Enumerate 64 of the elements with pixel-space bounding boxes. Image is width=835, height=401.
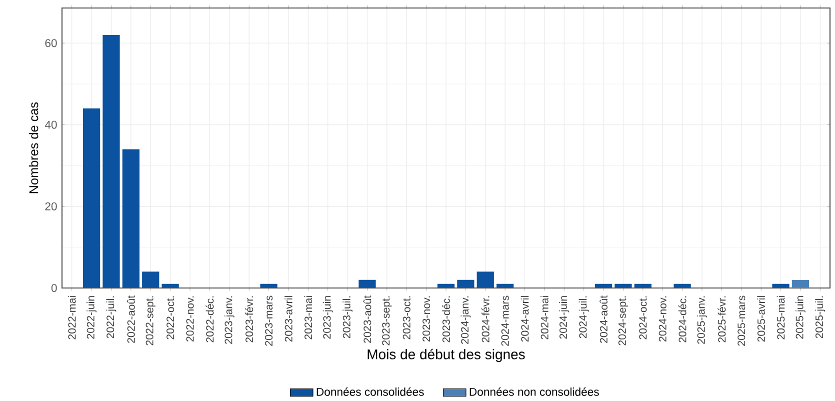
bar [594,284,612,288]
x-tick-label: 2023-nov. [422,296,430,342]
bar [122,149,140,288]
x-tick-label: 2023-juil. [342,296,353,338]
x-tick-label: 2022-mai [68,296,76,340]
x-tick-label: 2023-mai [304,296,312,340]
x-tick-label: 2023-déc. [442,296,450,342]
x-tick-label: 2025-avril [757,296,765,342]
bar [260,284,278,288]
bar [437,284,455,288]
x-axis-title: Mois de début des signes [368,348,525,362]
bar [496,284,514,288]
x-tick-label: 2022-oct. [166,296,174,340]
bar [102,34,120,288]
x-tick-label: 2024-janv. [460,296,471,344]
x-tick-label: 2022-nov. [186,296,194,342]
x-tick-label: 2024-oct. [639,296,647,340]
x-tick-label: 2024-nov. [658,296,666,342]
bar [358,280,376,288]
x-tick-label: 2024-déc. [678,296,686,342]
bar [82,108,100,288]
x-tick-label: 2025-févr. [718,296,726,342]
y-tick-label: 40 [44,120,57,129]
y-tick-label: 20 [45,202,57,210]
x-tick-label: 2022-sept. [146,296,156,346]
bar [614,284,632,288]
x-tick-label: 2023-avril [284,296,292,342]
x-tick-label: 2025-mars [738,296,746,346]
x-tick-label: 2024-févr. [481,296,490,342]
x-tick-label: 2023-août [363,295,372,343]
bar [772,284,790,288]
legend-label: Données consolidées [316,387,424,396]
x-tick-label: 2022-déc. [206,296,214,342]
x-tick-label: 2024-août [600,295,608,343]
x-tick-label: 2025-juil. [815,296,826,338]
x-tick-label: 2023-oct. [402,296,410,340]
x-tick-label: 2022-août [127,295,135,343]
x-tick-label: 2024-mai [540,296,548,340]
legend-label: Données non consolidées [470,387,599,396]
bar [457,280,474,288]
bar [142,272,160,288]
bar [476,272,494,288]
x-tick-label: 2025-janv. [697,296,707,344]
bar [634,284,652,288]
y-tick-label: 0 [51,284,57,292]
x-tick-label: 2023-mars [265,296,273,346]
bar [674,284,691,288]
x-tick-label: 2025-mai [776,296,785,340]
bar [792,280,810,288]
x-tick-label: 2022-juin [86,296,97,339]
x-tick-label: 2023-févr. [245,296,254,342]
x-tick-label: 2024-avril [520,296,529,342]
y-axis-title: Nombres de cas [28,102,38,194]
x-tick-label: 2023-sept. [382,296,392,346]
y-tick-label: 60 [45,39,57,48]
x-tick-label: 2024-mars [501,296,509,346]
x-tick-label: 2024-sept. [618,296,628,346]
x-tick-label: 2025-juin [795,296,806,339]
x-tick-label: 2023-janv. [224,296,234,344]
bar [162,284,179,288]
x-tick-label: 2022-juil. [106,296,116,338]
x-tick-label: 2024-juin [559,296,570,339]
x-tick-label: 2024-juil. [578,296,589,338]
x-tick-label: 2023-juin [322,296,333,339]
